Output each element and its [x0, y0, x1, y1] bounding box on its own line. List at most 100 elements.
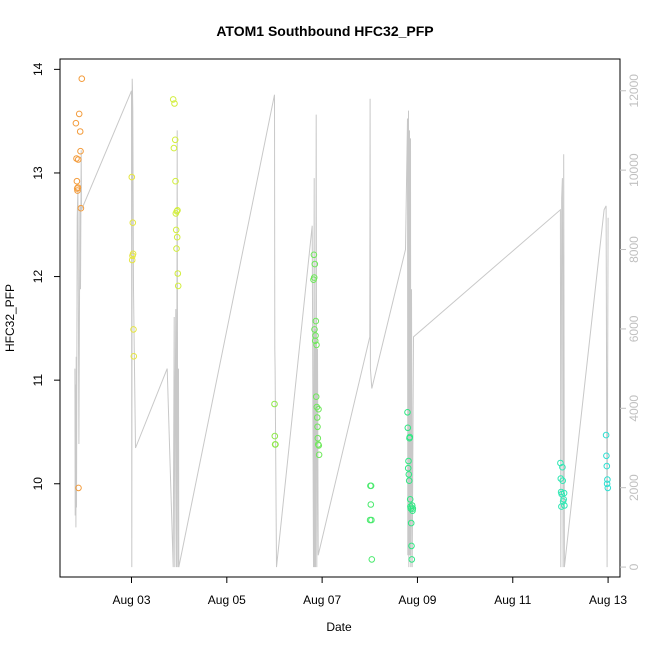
data-point — [368, 516, 375, 524]
data-point — [310, 251, 318, 259]
data-point — [77, 147, 84, 155]
data-point — [315, 451, 323, 459]
data-point — [128, 256, 136, 264]
data-point — [75, 484, 82, 492]
data-point — [313, 341, 320, 349]
data-point — [368, 556, 376, 563]
y-axis-label: HFC32_PFP — [3, 284, 17, 352]
y2-tick-label: 12000 — [627, 74, 641, 108]
data-point — [404, 409, 411, 416]
data-point — [74, 156, 82, 163]
data-point — [408, 556, 416, 563]
data-point — [312, 393, 320, 401]
y-tick-label: 14 — [31, 62, 45, 76]
data-point — [130, 353, 138, 360]
data-point — [172, 226, 180, 234]
data-point — [367, 482, 375, 490]
data-point — [311, 260, 319, 268]
data-point — [560, 489, 568, 497]
data-point — [170, 144, 178, 152]
data-point — [559, 463, 566, 471]
data-point — [604, 484, 612, 492]
data-point — [405, 477, 413, 485]
data-point — [173, 208, 181, 215]
data-point — [172, 177, 179, 185]
data-point — [603, 452, 610, 460]
data-point — [312, 332, 319, 339]
y2-tick-label: 10000 — [627, 153, 641, 187]
axes-layer: Aug 03 Aug 05 Aug 07 Aug 09 Aug 11 Aug 13 10 11… — [31, 58, 641, 607]
data-point — [315, 405, 322, 413]
data-point — [404, 424, 412, 432]
data-point — [171, 100, 178, 107]
data-point — [561, 502, 568, 509]
data-point — [560, 496, 568, 503]
altitude-line — [74, 78, 609, 568]
x-tick-label: Aug 07 — [303, 593, 341, 607]
data-point — [407, 519, 415, 527]
data-point — [406, 433, 414, 441]
data-point — [169, 96, 177, 103]
y2-tick-label: 8000 — [627, 236, 641, 263]
data-points-layer — [72, 75, 612, 563]
data-point — [271, 432, 279, 440]
data-point — [367, 501, 375, 508]
data-point — [404, 464, 412, 472]
plot-frame — [59, 58, 621, 578]
data-point — [130, 326, 137, 333]
data-point — [75, 110, 83, 118]
data-point — [76, 128, 84, 135]
y2-tick-label: 2000 — [627, 474, 641, 501]
data-point — [272, 441, 279, 448]
y-tick-label: 12 — [31, 270, 45, 284]
data-point — [603, 462, 611, 470]
data-point — [314, 423, 321, 431]
x-tick-label: Aug 03 — [112, 593, 150, 607]
data-point — [405, 457, 412, 465]
y-tick-label: 13 — [31, 166, 45, 180]
data-point — [173, 245, 180, 252]
x-tick-label: Aug 11 — [494, 593, 531, 607]
data-point — [128, 173, 136, 181]
data-point — [174, 207, 181, 214]
data-point — [313, 403, 321, 411]
data-point — [129, 250, 137, 258]
data-point — [173, 233, 181, 241]
data-point — [74, 184, 82, 191]
x-axis-label: Date — [326, 620, 352, 634]
altitude-line-layer — [74, 78, 609, 568]
data-point — [314, 434, 322, 442]
x-tick-label: Aug 13 — [589, 593, 627, 607]
x-tick-label: Aug 09 — [398, 593, 436, 607]
data-point — [557, 475, 565, 482]
data-point — [77, 204, 85, 212]
data-point — [406, 496, 414, 503]
data-point — [405, 471, 413, 478]
y2-tick-label: 4000 — [627, 395, 641, 422]
data-point — [559, 477, 567, 485]
data-point — [311, 326, 318, 333]
y-tick-label: 11 — [31, 374, 45, 387]
data-point — [312, 317, 320, 325]
data-point — [174, 282, 182, 290]
y2-tick-label: 6000 — [627, 315, 641, 342]
data-point — [72, 119, 80, 127]
data-point — [602, 431, 610, 439]
data-point — [407, 505, 415, 512]
y-tick-label: 10 — [31, 477, 45, 491]
data-point — [74, 187, 81, 194]
data-point — [73, 177, 81, 185]
data-point — [171, 136, 179, 144]
data-point — [604, 476, 611, 483]
data-point — [603, 480, 611, 488]
data-point — [408, 542, 415, 550]
y2-tick-label: 0 — [627, 563, 641, 570]
data-point — [78, 75, 86, 82]
chart-title: ATOM1 Southbound HFC32_PFP — [216, 23, 433, 39]
data-point — [129, 219, 137, 226]
x-tick-label: Aug 05 — [208, 593, 246, 607]
data-point — [315, 442, 323, 449]
data-point — [313, 414, 321, 421]
